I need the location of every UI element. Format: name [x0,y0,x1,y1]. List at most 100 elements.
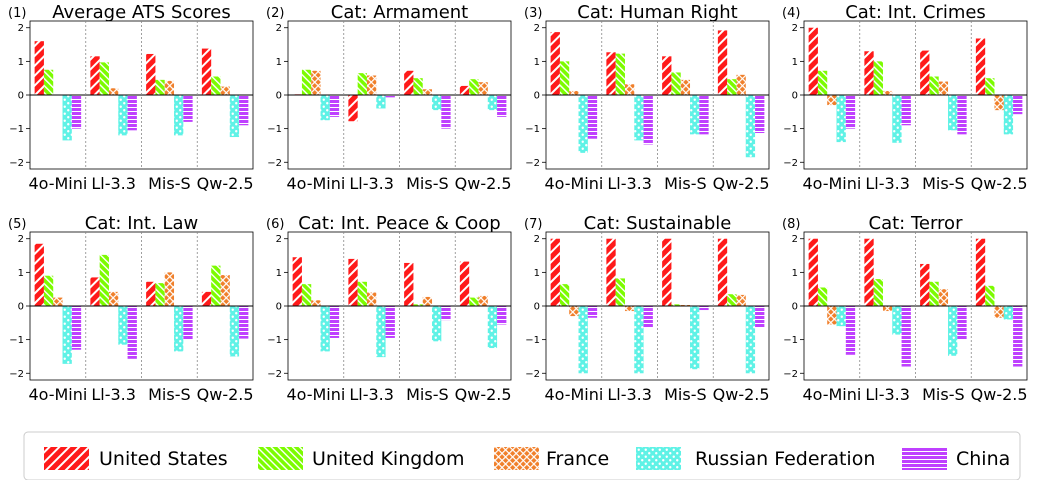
bar-united-states-mis-s [662,238,672,306]
bar-russian-federation-mis-s [174,95,184,136]
bar-united-kingdom-qw-2-5 [469,79,479,95]
x-tick-label: Qw-2.5 [971,385,1028,404]
bar-france-qw-2-5 [220,275,230,306]
panel-number: (4) [782,6,800,21]
bar-united-states-4o-mini [34,243,44,306]
bar-china-ll-3-3 [127,95,137,131]
bar-france-qw-2-5 [994,95,1004,111]
bar-russian-federation-mis-s [432,306,442,342]
bar-united-states-mis-s [404,262,414,306]
y-tick-label: 2 [792,234,798,245]
bar-china-mis-s [183,95,193,122]
y-tick-label: 0 [18,91,24,102]
y-tick-label: −2 [9,158,24,169]
bar-china-mis-s [957,95,967,135]
bar-united-kingdom-4o-mini [817,70,828,95]
y-tick-label: 2 [18,23,24,34]
bar-russian-federation-4o-mini [578,306,588,374]
y-tick-label: −2 [525,369,540,380]
bar-china-mis-s [441,95,451,129]
bar-china-4o-mini [71,306,82,350]
x-tick-label: 4o-Mini [28,385,87,404]
panel-6: (6) Cat: Int. Peace & Coop −2 −1 0 1 2 4o-Mini L… [266,213,512,404]
bar-france-ll-3-3 [882,90,893,95]
bar-russian-federation-4o-mini [320,306,330,352]
legend-swatch-united-states [44,447,89,470]
bar-china-4o-mini [329,306,340,338]
legend-label-russian-federation: Russian Federation [695,448,875,470]
bar-united-kingdom-mis-s [671,72,681,95]
x-tick-label: Mis-S [148,174,191,193]
panel-number: (1) [8,6,26,21]
y-tick-label: 2 [534,23,540,34]
bar-france-mis-s [680,79,691,95]
bar-russian-federation-qw-2-5 [487,95,498,111]
bar-united-states-qw-2-5 [975,238,986,306]
bar-china-mis-s [183,306,193,340]
legend-swatch-russian-federation [636,447,681,470]
bar-russian-federation-ll-3-3 [376,306,386,358]
bar-united-kingdom-ll-3-3 [873,61,883,95]
bar-russian-federation-qw-2-5 [745,95,756,158]
y-tick-label: 1 [276,268,282,279]
y-tick-label: −1 [267,335,282,346]
bar-france-qw-2-5 [478,82,488,95]
bar-united-kingdom-ll-3-3 [873,279,883,306]
bar-france-qw-2-5 [736,74,746,95]
panel-4: (4) Cat: Int. Crimes −2 −1 0 1 2 4o-Mini Ll-3.3 M… [782,2,1028,193]
bar-france-ll-3-3 [366,292,377,306]
x-tick-label: Mis-S [148,385,191,404]
bar-france-mis-s [938,289,949,306]
legend-label-united-states: United States [99,448,228,470]
bar-russian-federation-qw-2-5 [229,306,240,357]
x-tick-label: 4o-Mini [286,174,345,193]
panel-number: (5) [8,217,26,232]
bar-united-states-mis-s [920,50,930,95]
bar-china-qw-2-5 [755,95,765,134]
x-tick-label: Qw-2.5 [713,385,770,404]
bar-united-kingdom-qw-2-5 [727,79,737,95]
x-tick-label: Qw-2.5 [713,174,770,193]
bar-china-qw-2-5 [497,95,507,117]
bar-united-states-qw-2-5 [717,238,728,306]
x-tick-label: Ll-3.3 [607,385,652,404]
panel-title: Cat: Human Right [577,2,737,23]
y-tick-label: 1 [792,268,798,279]
y-tick-label: 2 [534,234,540,245]
bar-united-kingdom-mis-s [413,78,423,95]
bar-china-ll-3-3 [901,306,911,367]
x-tick-label: Mis-S [406,174,449,193]
panel-3: (3) Cat: Human Right −2 −1 0 1 2 4o-Mini Ll-3.3 M… [524,2,770,193]
x-tick-label: Mis-S [406,385,449,404]
bar-china-mis-s [441,306,451,321]
bar-russian-federation-ll-3-3 [892,306,902,335]
x-tick-label: Ll-3.3 [349,385,394,404]
bar-united-states-ll-3-3 [606,52,616,95]
bar-united-states-ll-3-3 [864,51,874,95]
bar-united-kingdom-4o-mini [301,69,312,95]
y-tick-label: 1 [534,268,540,279]
y-tick-label: 1 [276,57,282,68]
bar-france-4o-mini [53,297,63,306]
bar-china-mis-s [957,306,967,340]
bar-united-kingdom-4o-mini [559,61,570,95]
x-tick-label: Mis-S [922,174,965,193]
legend-label-china: China [956,448,1010,470]
y-tick-label: −2 [9,369,24,380]
bar-china-ll-3-3 [643,306,653,328]
bar-united-states-ll-3-3 [90,56,100,95]
bar-france-mis-s [422,89,433,95]
x-tick-label: Mis-S [922,385,965,404]
bar-united-states-mis-s [662,56,672,95]
bar-united-states-4o-mini [292,257,302,306]
bar-united-kingdom-mis-s [155,283,165,306]
bar-china-ll-3-3 [385,306,395,338]
bar-france-ll-3-3 [366,75,377,95]
bar-russian-federation-ll-3-3 [376,95,386,109]
y-tick-label: −1 [267,124,282,135]
bar-russian-federation-ll-3-3 [118,306,128,345]
bar-russian-federation-ll-3-3 [892,95,902,143]
panel-title: Cat: Sustainable [584,213,732,234]
panel-number: (6) [266,217,284,232]
bar-russian-federation-4o-mini [836,306,846,327]
